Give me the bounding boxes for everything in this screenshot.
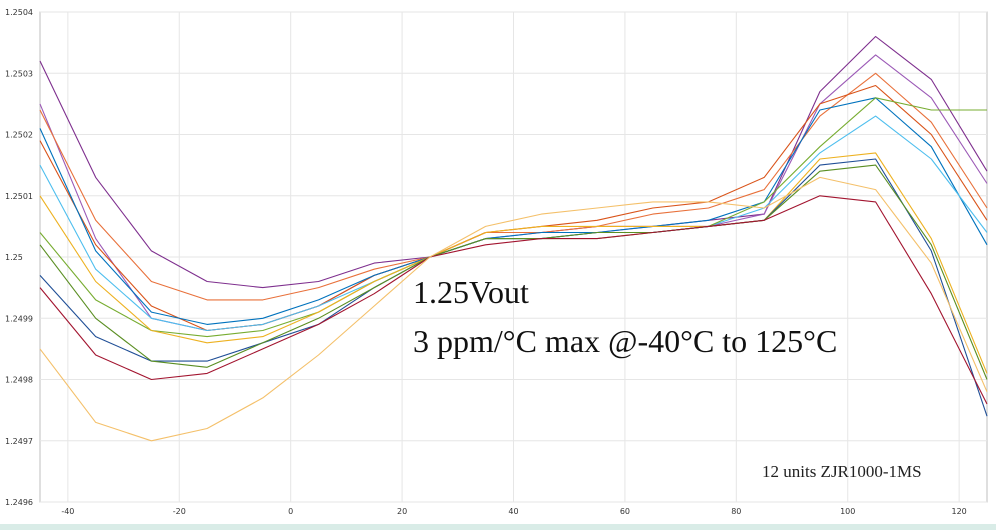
series-line-3: unit 3 [39,72,988,301]
series-line-11: unit 11 [39,195,988,405]
y-tick-label: 1.2504 [5,8,33,17]
series-line-12: unit 12 [39,176,988,442]
y-tick-label: 1.2499 [5,314,33,323]
y-tick-label: 1.2497 [5,437,33,446]
x-tick-label: 40 [508,507,518,516]
chart-annotation-spec: 3 ppm/°C max @-40°C to 125°C [413,323,838,359]
x-tick-label: 100 [840,507,855,516]
chart-annotation-title: 1.25Vout [413,274,529,310]
x-tick-label: 60 [620,507,630,516]
series-line-10: unit 10 [39,164,988,380]
y-tick-label: 1.2502 [5,131,33,140]
grid-lines [40,11,987,503]
bottom-strip [0,524,996,530]
y-tick-label: 1.2498 [5,376,33,385]
x-tick-label: 120 [952,507,967,516]
y-axis-tick-labels: 1.2496 1.2497 1.2498 1.2499 1.25 1.2501 1.2502… [5,8,33,507]
y-tick-label: 1.2501 [5,192,33,201]
series-line-5: unit 5 [39,97,988,325]
x-axis-tick-labels: -40 -20 0 20 40 60 80 100 120 [61,507,966,516]
x-tick-label: 0 [288,507,293,516]
x-tick-label: 80 [731,507,741,516]
y-tick-label: 1.2503 [5,69,33,78]
series-line-8: unit 8 [39,152,988,374]
x-tick-label: 20 [397,507,407,516]
y-tick-label: 1.2496 [5,498,33,507]
chart-annotation-units: 12 units ZJR1000-1MS [762,462,922,481]
x-tick-label: -20 [173,507,186,516]
y-tick-label: 1.25 [5,253,23,262]
x-tick-label: -40 [61,507,74,516]
